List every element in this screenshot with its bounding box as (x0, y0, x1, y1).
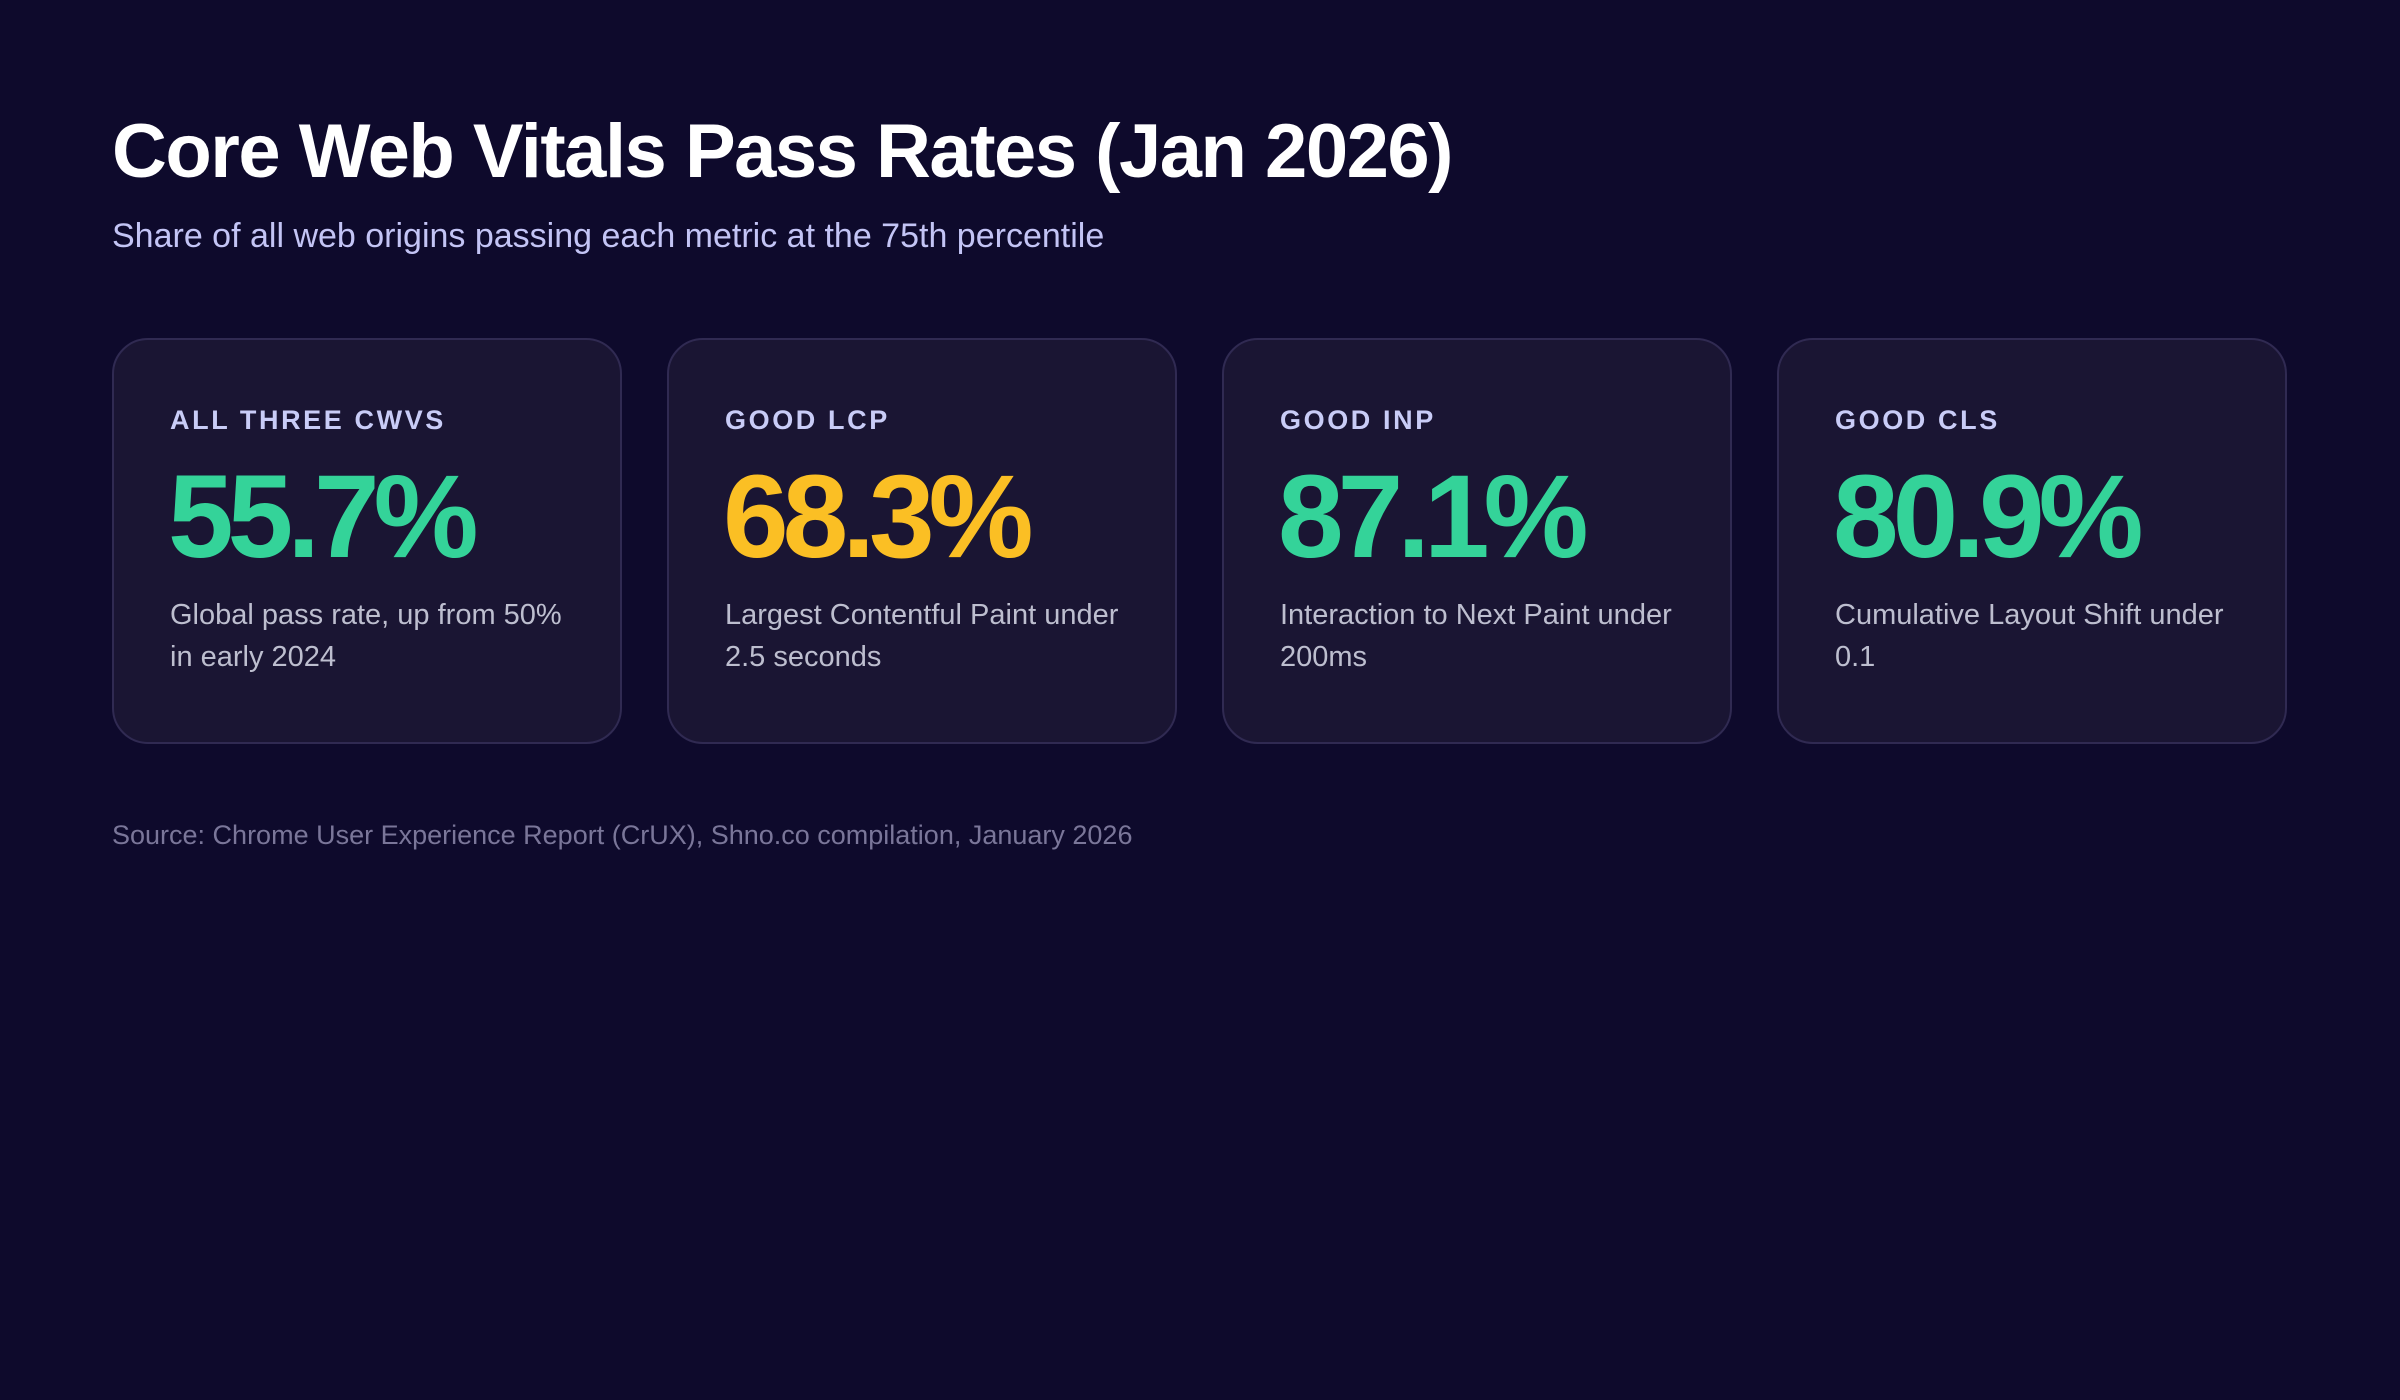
metric-card-good-lcp: GOOD LCP 68.3% Largest Contentful Paint … (667, 338, 1177, 744)
metric-description: Interaction to Next Paint under 200ms (1280, 599, 1672, 673)
metric-description: Global pass rate, up from 50% in early 2… (170, 599, 562, 673)
metric-label: GOOD INP (1280, 405, 1436, 435)
metric-value: 80.9% (1833, 451, 2144, 583)
metric-card-all-three-cwvs: ALL THREE CWVS 55.7% Global pass rate, u… (112, 338, 622, 744)
metric-value: 55.7% (168, 451, 479, 583)
metric-value: 87.1% (1278, 451, 1589, 583)
metric-card-good-inp: GOOD INP 87.1% Interaction to Next Paint… (1222, 338, 1732, 744)
source-note: Source: Chrome User Experience Report (C… (112, 820, 1133, 850)
metric-card-good-cls: GOOD CLS 80.9% Cumulative Layout Shift u… (1777, 338, 2287, 744)
metric-cards: ALL THREE CWVS 55.7% Global pass rate, u… (112, 338, 2288, 744)
metric-label: ALL THREE CWVS (170, 405, 446, 435)
page-subtitle: Share of all web origins passing each me… (112, 217, 1105, 255)
metric-description: Cumulative Layout Shift under 0.1 (1835, 599, 2224, 673)
metric-label: GOOD LCP (725, 405, 890, 435)
metric-label: GOOD CLS (1835, 405, 2000, 435)
page-title: Core Web Vitals Pass Rates (Jan 2026) (112, 109, 1453, 194)
metric-description: Largest Contentful Paint under 2.5 secon… (725, 599, 1119, 673)
metric-value: 68.3% (723, 451, 1034, 583)
